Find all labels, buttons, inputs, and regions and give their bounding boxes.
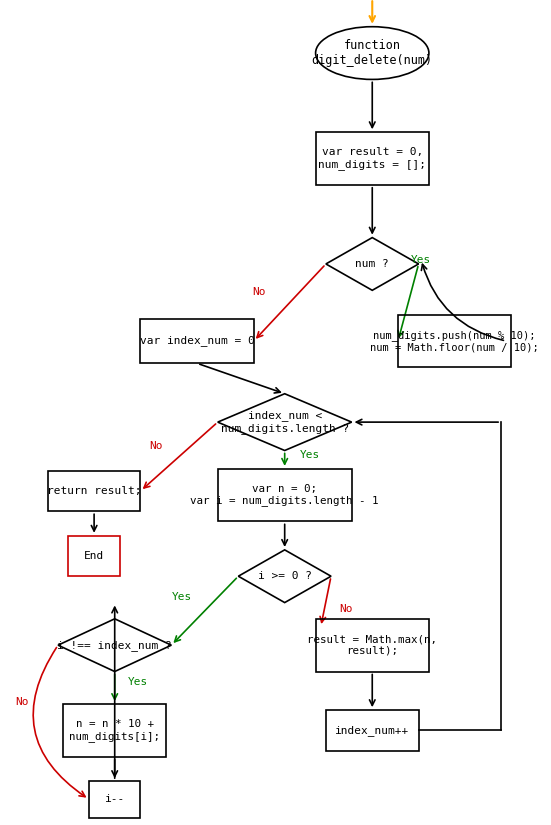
Text: return result;: return result; [47,486,142,496]
Text: n = n * 10 +
num_digits[i];: n = n * 10 + num_digits[i]; [69,719,160,742]
Text: var n = 0;
var i = num_digits.length - 1: var n = 0; var i = num_digits.length - 1 [191,483,379,507]
Text: result = Math.max(n,
result);: result = Math.max(n, result); [307,634,437,656]
Text: Yes: Yes [171,592,192,601]
Text: var index_num = 0: var index_num = 0 [140,336,255,346]
Text: End: End [84,551,104,561]
Text: Yes: Yes [300,450,321,460]
Text: function
digit_delete(num): function digit_delete(num) [312,39,433,67]
Text: index_num++: index_num++ [335,725,409,736]
Text: No: No [15,697,29,707]
Text: No: No [252,287,266,297]
Text: No: No [340,604,353,614]
Text: i !== index_num ?: i !== index_num ? [57,639,172,651]
Text: index_num <
num_digits.length ?: index_num < num_digits.length ? [220,410,349,434]
Text: num ?: num ? [355,259,389,269]
Text: num_digits.push(num % 10);
num = Math.floor(num / 10);: num_digits.push(num % 10); num = Math.fl… [370,330,539,352]
Text: var result = 0,
num_digits = [];: var result = 0, num_digits = []; [318,147,426,170]
Text: Yes: Yes [411,255,431,265]
Text: i--: i-- [105,794,125,804]
Text: i >= 0 ?: i >= 0 ? [258,571,312,582]
Text: Yes: Yes [128,676,148,686]
Text: No: No [149,441,163,451]
